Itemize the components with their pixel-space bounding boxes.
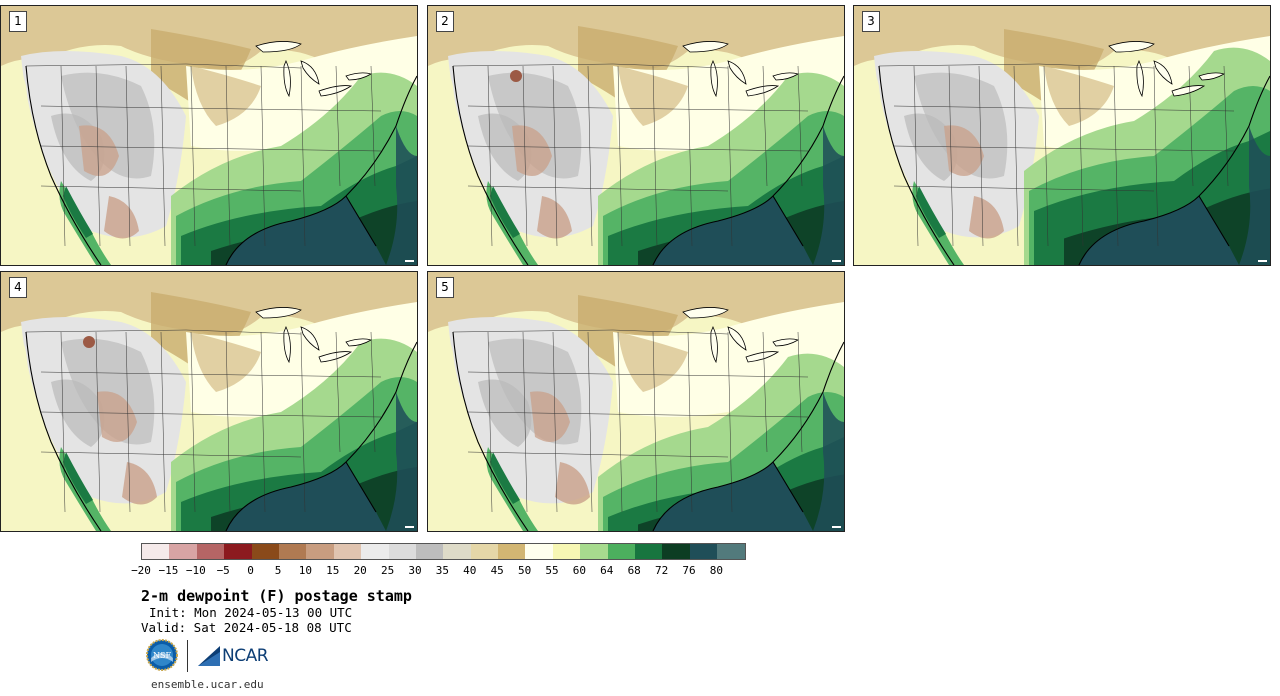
colorbar-swatch — [251, 544, 279, 559]
ncar-logo-icon — [198, 646, 220, 666]
colorbar-tick-label: 25 — [380, 564, 395, 577]
colorbar-swatch — [552, 544, 581, 559]
colorbar-tick-label: 80 — [709, 564, 724, 577]
panel-number: 1 — [9, 11, 27, 32]
chart-title: 2-m dewpoint (F) postage stamp — [141, 587, 412, 605]
colorbar-swatch — [635, 544, 663, 559]
colorbar-tick-label: 5 — [274, 564, 282, 577]
colorbar-tick-label: 40 — [463, 564, 477, 577]
dewpoint-colorbar — [141, 543, 746, 560]
colorbar-swatch — [278, 544, 307, 559]
scale-mark — [405, 526, 414, 528]
panel-number: 5 — [436, 277, 454, 298]
colorbar-swatch — [169, 544, 197, 559]
colorbar-tick-label: 64 — [600, 564, 614, 577]
ncar-logo-text: NCAR — [222, 646, 269, 666]
dewpoint-map-5 — [428, 272, 844, 531]
colorbar-tick-label: 30 — [408, 564, 422, 577]
colorbar-tick-label: 0 — [247, 564, 254, 577]
colorbar-tick-label: −15 — [158, 564, 179, 577]
scale-mark — [832, 260, 841, 262]
valid-time: Valid: Sat 2024-05-18 08 UTC — [141, 620, 352, 635]
colorbar-swatch — [689, 544, 718, 559]
colorbar-swatch — [306, 544, 334, 559]
colorbar-tick-label: 68 — [627, 564, 641, 577]
scale-mark — [1258, 260, 1267, 262]
postage-stamp-panel-5: 5 — [427, 271, 845, 532]
colorbar-swatch — [580, 544, 608, 559]
dewpoint-map-3 — [854, 6, 1270, 265]
nsf-logo-icon: NSF — [146, 639, 178, 671]
colorbar-tick-label: 76 — [682, 564, 696, 577]
colorbar-swatch — [470, 544, 499, 559]
colorbar-swatch — [361, 544, 389, 559]
colorbar-swatch — [388, 544, 416, 559]
panel-number: 2 — [436, 11, 454, 32]
postage-stamp-panel-2: 2 — [427, 5, 845, 266]
colorbar-tick-label: −20 — [131, 564, 151, 577]
colorbar-tick-label: 60 — [572, 564, 587, 577]
colorbar-swatch — [224, 544, 252, 559]
colorbar-swatch — [443, 544, 471, 559]
colorbar-tick-label: −5 — [216, 564, 230, 577]
colorbar-swatch — [333, 544, 362, 559]
postage-stamp-panel-1: 1 — [0, 5, 418, 266]
scale-mark — [405, 260, 414, 262]
colorbar-swatch — [525, 544, 553, 559]
colorbar-tick-label: −10 — [185, 564, 206, 577]
colorbar-tick-label: 10 — [298, 564, 313, 577]
panel-number: 4 — [9, 277, 27, 298]
logo-divider — [187, 640, 188, 672]
panel-number: 3 — [862, 11, 880, 32]
colorbar-tick-label: 20 — [353, 564, 367, 577]
colorbar-swatch — [142, 544, 170, 559]
colorbar-tick-label: 45 — [490, 564, 504, 577]
dewpoint-map-2 — [428, 6, 844, 265]
colorbar-tick-label: 50 — [517, 564, 532, 577]
colorbar-tick-label: 72 — [654, 564, 669, 577]
colorbar-swatch — [717, 544, 745, 559]
postage-stamp-panel-4: 4 — [0, 271, 418, 532]
postage-stamp-panel-3: 3 — [853, 5, 1271, 266]
colorbar-swatch — [498, 544, 526, 559]
colorbar-swatch — [415, 544, 444, 559]
dewpoint-map-1 — [1, 6, 417, 265]
init-time: Init: Mon 2024-05-13 00 UTC — [149, 605, 353, 620]
colorbar-swatch — [196, 544, 225, 559]
colorbar-tick-label: 15 — [326, 564, 340, 577]
colorbar-swatch — [662, 544, 690, 559]
colorbar-tick-label: 55 — [545, 564, 559, 577]
dewpoint-map-4 — [1, 272, 417, 531]
colorbar-tick-label: 35 — [435, 564, 450, 577]
colorbar-tick-labels: −20 −15 −10 −5 0 5 10 15 20 25 30 35 40 45 50 55 60 64 68 7… — [131, 564, 761, 578]
colorbar-swatch — [607, 544, 636, 559]
site-url: ensemble.ucar.edu — [151, 678, 264, 691]
nsf-logo-text: NSF — [153, 651, 171, 660]
scale-mark — [832, 526, 841, 528]
